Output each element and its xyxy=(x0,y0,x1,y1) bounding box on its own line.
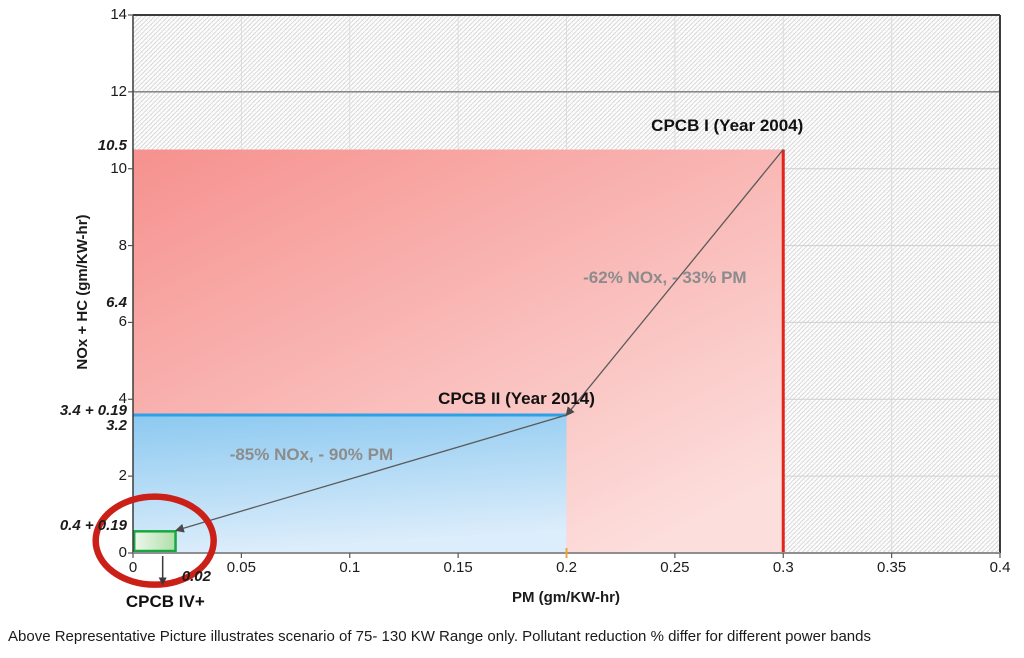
y-tick-label: 10 xyxy=(110,159,127,177)
y-special-tick-label: 3.2 xyxy=(106,417,127,435)
y-special-tick-label: 3.4 + 0.19 xyxy=(59,402,127,420)
y-tick-label: 6 xyxy=(118,313,127,331)
y-tick-label: 12 xyxy=(110,82,127,100)
reduction-arrow-2 xyxy=(174,414,567,533)
highlight-circle xyxy=(92,493,217,588)
x-tick-label: 0.2 xyxy=(556,559,577,576)
x-axis-title: PM (gm/KW-hr) xyxy=(511,589,620,606)
x-tick-label: 0.4 xyxy=(989,559,1011,576)
y-special-tick-label: 10.5 xyxy=(97,136,127,154)
chart-caption: Above Representative Picture illustrates… xyxy=(8,628,871,645)
region-cpcb4plus xyxy=(132,530,177,553)
y-tick-label: 4 xyxy=(118,390,127,408)
region-label-cpcb4plus: CPCB IV+ xyxy=(125,592,205,611)
x-tick-label: 0.05 xyxy=(226,559,256,576)
region-label-cpcb1: CPCB I (Year 2004) xyxy=(651,115,804,135)
y-tick-label: 8 xyxy=(118,236,127,254)
reduction-label-1: -62% NOx, - 33% PM xyxy=(583,268,747,288)
x-special-tick-label: 0.02 xyxy=(181,568,211,585)
reduction-arrow-1 xyxy=(565,149,784,417)
x-tick-label: 0.1 xyxy=(339,559,361,576)
x-tick-label: 0.35 xyxy=(877,559,907,576)
y-tick-label: 14 xyxy=(110,6,127,23)
x-tick-label: 0.3 xyxy=(772,559,794,576)
y-special-tick-label: 0.4 + 0.19 xyxy=(59,517,127,535)
x-tick-label: 0.25 xyxy=(660,559,690,576)
region-cpcb2 xyxy=(133,415,567,553)
region-label-cpcb2: CPCB II (Year 2014) xyxy=(438,389,595,409)
x-tick-label: 0 xyxy=(128,559,138,576)
y-axis-title: NOx + HC (gm/KW-hr) xyxy=(74,214,91,370)
y-tick-label: 0 xyxy=(118,544,127,561)
y-special-tick-label: 6.4 xyxy=(106,294,127,312)
reduction-label-2: -85% NOx, - 90% PM xyxy=(229,444,394,464)
x-tick-label: 0.15 xyxy=(443,559,473,576)
y-tick-label: 2 xyxy=(118,467,127,485)
